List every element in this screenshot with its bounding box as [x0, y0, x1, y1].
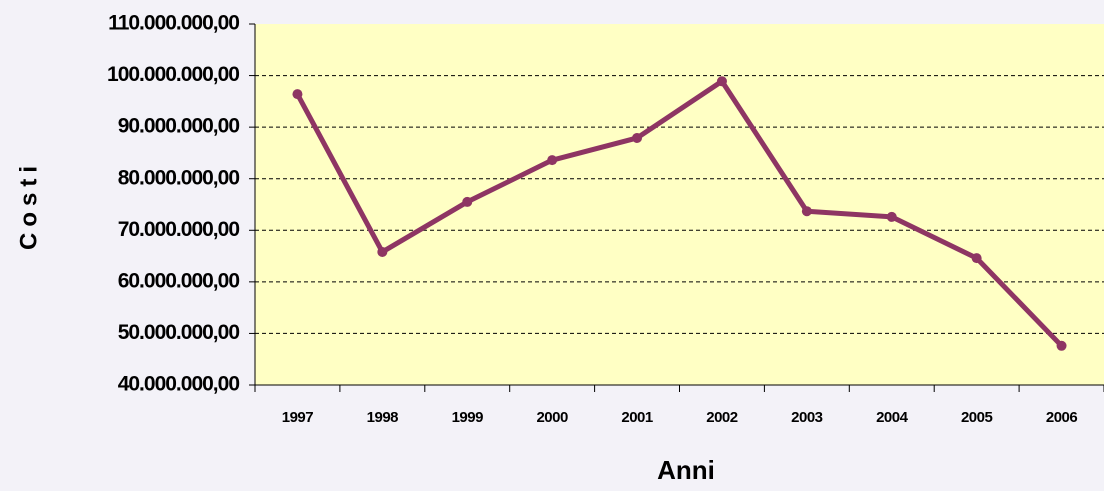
x-tick-label: 2005 [961, 409, 993, 426]
point [716, 76, 727, 87]
y-tick-label: 50.000.000,00 [118, 321, 240, 344]
point [292, 89, 303, 100]
y-tick-label: 70.000.000,00 [118, 218, 240, 241]
y-tick-label: 40.000.000,00 [118, 373, 240, 396]
x-tick-label: 2003 [791, 409, 823, 426]
point [1056, 340, 1067, 351]
point [886, 211, 897, 222]
x-tick-label: 1997 [282, 409, 314, 426]
x-tick-label: 2000 [536, 409, 568, 426]
y-axis-title: Costi [15, 160, 42, 250]
point [547, 155, 558, 166]
y-tick-label: 110.000.000,00 [108, 12, 239, 35]
y-tick-label: 90.000.000,00 [118, 115, 240, 138]
y-tick-label: 60.000.000,00 [118, 269, 240, 292]
point [462, 196, 473, 207]
point [377, 246, 388, 257]
plot-area [255, 24, 1104, 385]
point [971, 253, 982, 264]
x-tick-label: 2006 [1046, 409, 1078, 426]
point [632, 132, 643, 143]
x-axis-title: Anni [657, 455, 715, 485]
x-tick-label: 2004 [876, 409, 909, 426]
point [801, 206, 812, 217]
x-tick-label: 1999 [452, 409, 484, 426]
x-tick-label: 2002 [706, 409, 738, 426]
x-tick-label: 2001 [621, 409, 653, 426]
y-tick-label: 100.000.000,00 [107, 63, 239, 86]
x-tick-label: 1998 [367, 409, 399, 426]
y-tick-label: 80.000.000,00 [118, 166, 240, 189]
line [295, 78, 1064, 348]
